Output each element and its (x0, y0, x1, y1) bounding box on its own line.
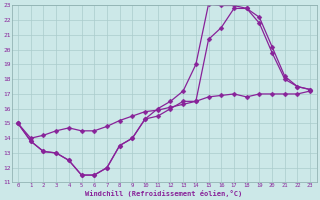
X-axis label: Windchill (Refroidissement éolien,°C): Windchill (Refroidissement éolien,°C) (85, 190, 243, 197)
